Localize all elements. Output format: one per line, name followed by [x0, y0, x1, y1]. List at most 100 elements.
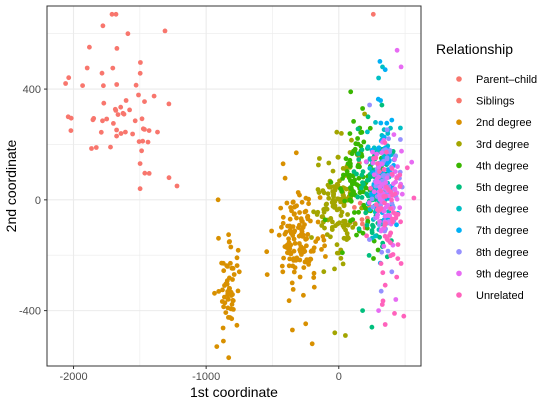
data-point	[330, 168, 336, 174]
data-point	[166, 101, 172, 107]
data-point	[393, 297, 399, 302]
data-point	[317, 156, 322, 161]
data-point	[365, 144, 371, 150]
data-point	[329, 200, 335, 205]
data-point	[66, 75, 72, 81]
data-point	[378, 288, 384, 294]
data-point	[132, 118, 138, 124]
data-point	[319, 247, 324, 252]
data-point	[80, 83, 85, 88]
data-point	[379, 150, 385, 156]
data-point	[142, 99, 147, 104]
data-point	[350, 225, 356, 230]
data-point	[358, 130, 364, 136]
data-point	[343, 156, 349, 162]
data-point	[323, 202, 329, 208]
data-point	[142, 170, 148, 176]
data-point	[302, 209, 308, 215]
data-point	[291, 248, 297, 254]
data-point	[225, 297, 231, 302]
data-point	[382, 140, 388, 146]
data-point	[370, 149, 375, 155]
data-point	[355, 136, 360, 141]
data-point	[360, 106, 365, 111]
data-point	[389, 171, 395, 177]
legend-label: 4th degree	[476, 160, 529, 172]
data-point	[214, 344, 220, 349]
data-point	[371, 172, 377, 178]
data-point	[224, 281, 230, 287]
data-point	[360, 221, 365, 227]
data-point	[321, 207, 327, 212]
data-point	[311, 209, 316, 215]
data-point	[136, 139, 142, 145]
data-point	[174, 183, 180, 189]
data-point	[344, 169, 350, 174]
data-point	[236, 269, 242, 275]
data-point	[376, 308, 381, 313]
data-point	[341, 203, 347, 209]
data-point	[166, 175, 172, 181]
data-point	[288, 205, 293, 210]
legend-label: 5th degree	[476, 182, 529, 194]
data-point	[352, 205, 357, 210]
data-point	[90, 117, 96, 123]
data-point	[356, 157, 362, 162]
data-point	[294, 255, 300, 261]
data-point	[221, 304, 227, 310]
data-point	[123, 98, 129, 103]
data-point	[385, 237, 391, 243]
data-point	[301, 265, 307, 270]
data-point	[302, 259, 308, 265]
data-point	[324, 232, 330, 238]
data-point	[340, 250, 345, 256]
data-point	[229, 316, 235, 322]
data-point	[228, 244, 234, 250]
data-point	[360, 230, 366, 236]
data-point	[130, 131, 136, 137]
data-point	[352, 177, 357, 183]
data-point	[357, 164, 362, 170]
legend-key	[456, 270, 462, 277]
data-point	[151, 93, 157, 99]
data-point	[118, 104, 124, 110]
data-point	[321, 269, 327, 275]
data-point	[315, 187, 321, 192]
data-point	[224, 263, 230, 269]
data-point	[366, 200, 372, 206]
data-point	[101, 100, 107, 106]
data-point	[299, 227, 304, 233]
data-point	[286, 236, 291, 242]
data-point	[395, 256, 401, 261]
data-point	[356, 151, 361, 157]
data-point	[382, 67, 388, 73]
data-point	[352, 210, 357, 215]
data-point	[381, 208, 387, 214]
axis-ticks: -2000 -1000 0 -400 0 400	[19, 84, 342, 383]
data-point	[393, 179, 398, 185]
data-point	[384, 127, 390, 133]
data-point	[352, 221, 358, 227]
legend-key	[456, 141, 462, 147]
data-point	[220, 287, 225, 293]
data-point	[137, 70, 143, 76]
data-point	[369, 324, 375, 330]
data-point	[146, 171, 152, 176]
data-point	[379, 102, 385, 108]
data-point	[384, 120, 390, 126]
data-point	[311, 270, 317, 276]
data-point	[292, 211, 297, 217]
data-point	[371, 256, 376, 261]
data-point	[284, 200, 290, 206]
data-point	[364, 233, 369, 239]
data-point	[387, 233, 392, 238]
data-point	[280, 161, 286, 167]
data-point	[343, 186, 349, 192]
legend-key	[456, 76, 462, 82]
data-point	[234, 255, 240, 261]
data-point	[220, 260, 226, 266]
data-point	[331, 192, 336, 198]
data-point	[341, 218, 346, 224]
data-point	[87, 44, 92, 50]
x-axis-title: 1st coordinate	[190, 384, 278, 400]
